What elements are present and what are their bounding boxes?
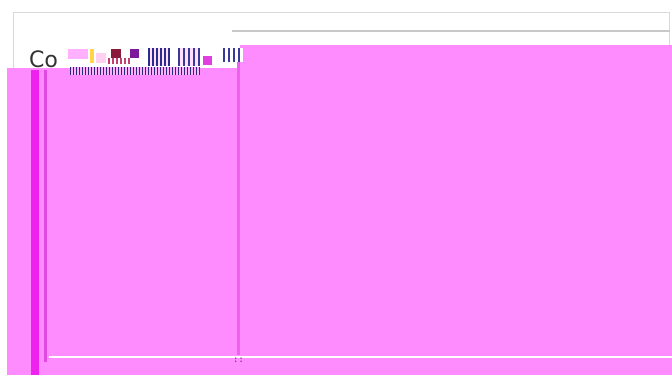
glitch-icon-4 bbox=[111, 49, 121, 58]
glitch-icon-1 bbox=[68, 49, 88, 59]
glitch-icon-3 bbox=[96, 53, 106, 63]
glitch-icon-2 bbox=[90, 49, 94, 63]
glitch-icon-6 bbox=[130, 49, 139, 58]
overlay-top-region bbox=[240, 45, 672, 70]
corrupted-toolbar-icons bbox=[68, 47, 246, 77]
magenta-overlay bbox=[7, 68, 672, 375]
glitch-text-row bbox=[70, 67, 200, 75]
toolbar-baseline bbox=[232, 30, 670, 32]
overlay-left-accent-bar bbox=[31, 70, 39, 375]
page-title: Co bbox=[29, 48, 58, 73]
overlay-vertical-divider bbox=[237, 60, 240, 355]
overlay-left-secondary-bar bbox=[44, 70, 47, 362]
glitch-icon-7 bbox=[148, 48, 170, 66]
glitch-icon-9 bbox=[203, 56, 212, 65]
glitch-icon-5 bbox=[108, 58, 130, 64]
resize-handle-icon[interactable]: :: bbox=[233, 355, 244, 365]
glitch-icon-8 bbox=[178, 48, 200, 66]
glitch-icon-10 bbox=[223, 48, 243, 62]
overlay-bottom-gap bbox=[49, 356, 672, 358]
